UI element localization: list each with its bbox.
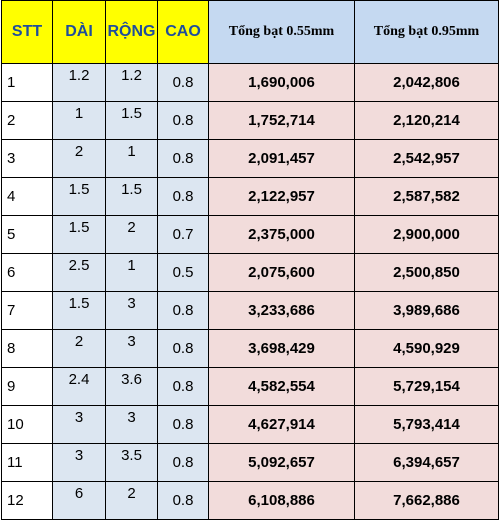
cell-rong: 3.5	[105, 443, 158, 482]
cell-tong-bat-055: 2,075,600	[208, 253, 355, 292]
cell-rong: 3	[105, 291, 158, 330]
cell-dai: 1.2	[52, 63, 106, 102]
table-row: 8 2 3 0.8 3,698,429 4,590,929	[1, 329, 499, 368]
table-row: 7 1.5 3 0.8 3,233,686 3,989,686	[1, 291, 499, 330]
cell-stt: 12	[1, 481, 53, 520]
cell-cao: 0.5	[157, 253, 209, 292]
cell-tong-bat-095: 2,542,957	[354, 139, 499, 178]
cell-rong: 3	[105, 405, 158, 444]
cell-dai: 1	[52, 101, 106, 140]
cell-tong-bat-095: 2,900,000	[354, 215, 499, 254]
cell-dai: 2	[52, 329, 106, 368]
cell-tong-bat-055: 6,108,886	[208, 481, 355, 520]
cell-cao: 0.8	[157, 177, 209, 216]
cell-tong-bat-095: 2,587,582	[354, 177, 499, 216]
cell-stt: 3	[1, 139, 53, 178]
cell-tong-bat-055: 2,091,457	[208, 139, 355, 178]
table-row: 11 3 3.5 0.8 5,092,657 6,394,657	[1, 443, 499, 482]
cell-stt: 6	[1, 253, 53, 292]
cell-tong-bat-055: 2,122,957	[208, 177, 355, 216]
cell-tong-bat-055: 4,582,554	[208, 367, 355, 406]
cell-rong: 1.2	[105, 63, 158, 102]
cell-cao: 0.8	[157, 291, 209, 330]
cell-cao: 0.8	[157, 329, 209, 368]
cell-stt: 7	[1, 291, 53, 330]
cell-dai: 2.4	[52, 367, 106, 406]
cell-cao: 0.8	[157, 139, 209, 178]
table-row: 10 3 3 0.8 4,627,914 5,793,414	[1, 405, 499, 444]
header-dai: DÀI	[52, 0, 106, 64]
cell-cao: 0.8	[157, 367, 209, 406]
header-rong: RỘNG	[105, 0, 158, 64]
cell-dai: 6	[52, 481, 106, 520]
table-row: 1 1.2 1.2 0.8 1,690,006 2,042,806	[1, 63, 499, 102]
cell-stt: 5	[1, 215, 53, 254]
cell-dai: 3	[52, 443, 106, 482]
cell-tong-bat-095: 2,042,806	[354, 63, 499, 102]
header-cao: CAO	[157, 0, 209, 64]
cell-tong-bat-055: 3,233,686	[208, 291, 355, 330]
cell-stt: 8	[1, 329, 53, 368]
table-body: 1 1.2 1.2 0.8 1,690,006 2,042,806 2 1 1.5 0.8 1,75…	[1, 63, 499, 520]
cell-dai: 2.5	[52, 253, 106, 292]
cell-rong: 1.5	[105, 101, 158, 140]
cell-cao: 0.8	[157, 63, 209, 102]
cell-rong: 2	[105, 215, 158, 254]
header-row: STT DÀI RỘNG CAO Tổng bạt 0.55mm Tổng bạ…	[1, 0, 499, 64]
cell-rong: 1.5	[105, 177, 158, 216]
cell-tong-bat-055: 1,690,006	[208, 63, 355, 102]
table-row: 5 1.5 2 0.7 2,375,000 2,900,000	[1, 215, 499, 254]
cell-tong-bat-095: 2,120,214	[354, 101, 499, 140]
cell-stt: 9	[1, 367, 53, 406]
cell-cao: 0.8	[157, 443, 209, 482]
cell-tong-bat-095: 5,793,414	[354, 405, 499, 444]
cell-tong-bat-055: 2,375,000	[208, 215, 355, 254]
cell-stt: 10	[1, 405, 53, 444]
table-row: 12 6 2 0.8 6,108,886 7,662,886	[1, 481, 499, 520]
cell-tong-bat-095: 7,662,886	[354, 481, 499, 520]
cell-dai: 1.5	[52, 291, 106, 330]
header-stt: STT	[1, 0, 53, 64]
cell-rong: 1	[105, 139, 158, 178]
cell-tong-bat-095: 2,500,850	[354, 253, 499, 292]
cell-tong-bat-055: 1,752,714	[208, 101, 355, 140]
cell-dai: 1.5	[52, 215, 106, 254]
table-row: 2 1 1.5 0.8 1,752,714 2,120,214	[1, 101, 499, 140]
cell-tong-bat-095: 4,590,929	[354, 329, 499, 368]
cell-tong-bat-055: 5,092,657	[208, 443, 355, 482]
table-row: 4 1.5 1.5 0.8 2,122,957 2,587,582	[1, 177, 499, 216]
cell-rong: 2	[105, 481, 158, 520]
cell-tong-bat-095: 6,394,657	[354, 443, 499, 482]
cell-dai: 3	[52, 405, 106, 444]
cell-stt: 2	[1, 101, 53, 140]
cell-cao: 0.8	[157, 405, 209, 444]
table-row: 9 2.4 3.6 0.8 4,582,554 5,729,154	[1, 367, 499, 406]
cell-cao: 0.8	[157, 101, 209, 140]
cell-tong-bat-095: 3,989,686	[354, 291, 499, 330]
cell-tong-bat-055: 4,627,914	[208, 405, 355, 444]
table-row: 3 2 1 0.8 2,091,457 2,542,957	[1, 139, 499, 178]
cell-stt: 4	[1, 177, 53, 216]
cell-dai: 2	[52, 139, 106, 178]
cell-rong: 3	[105, 329, 158, 368]
cell-rong: 3.6	[105, 367, 158, 406]
cell-tong-bat-055: 3,698,429	[208, 329, 355, 368]
table-row: 6 2.5 1 0.5 2,075,600 2,500,850	[1, 253, 499, 292]
cell-stt: 1	[1, 63, 53, 102]
cell-cao: 0.8	[157, 481, 209, 520]
cell-dai: 1.5	[52, 177, 106, 216]
cell-stt: 11	[1, 443, 53, 482]
cell-cao: 0.7	[157, 215, 209, 254]
cell-rong: 1	[105, 253, 158, 292]
header-tong-bat-095: Tổng bạt 0.95mm	[354, 0, 499, 64]
cell-tong-bat-095: 5,729,154	[354, 367, 499, 406]
header-tong-bat-055: Tổng bạt 0.55mm	[208, 0, 355, 64]
